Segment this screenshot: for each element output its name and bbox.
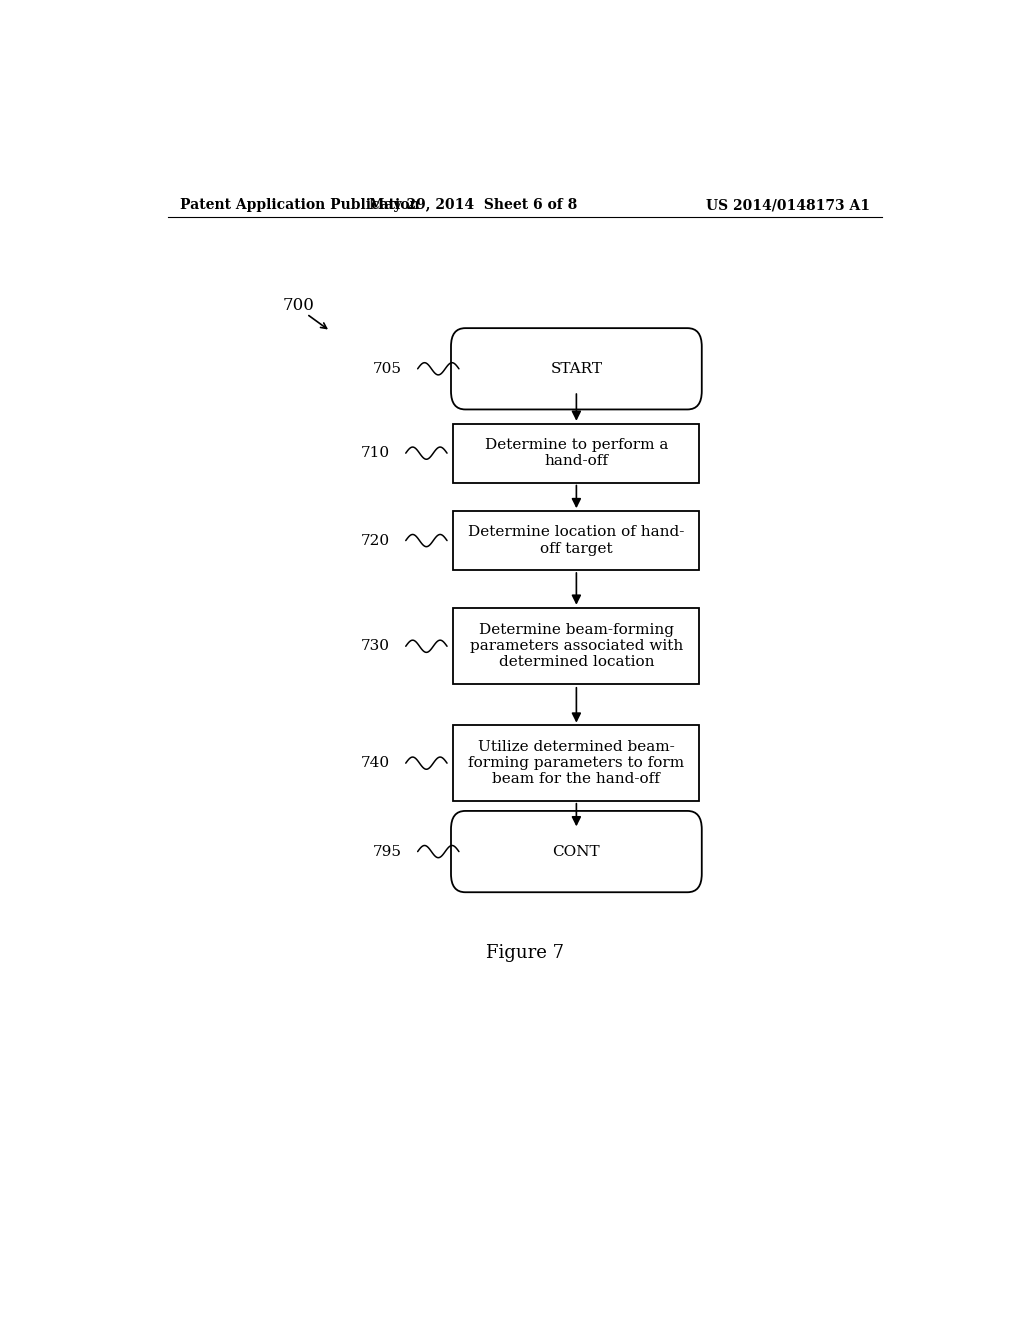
Text: Determine to perform a
hand-off: Determine to perform a hand-off: [484, 438, 668, 469]
Text: CONT: CONT: [553, 845, 600, 858]
Text: 700: 700: [283, 297, 314, 314]
Text: 710: 710: [360, 446, 390, 461]
Text: Utilize determined beam-
forming parameters to form
beam for the hand-off: Utilize determined beam- forming paramet…: [468, 741, 684, 787]
Text: Figure 7: Figure 7: [485, 944, 564, 962]
Text: May 29, 2014  Sheet 6 of 8: May 29, 2014 Sheet 6 of 8: [369, 198, 578, 213]
Text: 740: 740: [360, 756, 390, 770]
FancyBboxPatch shape: [454, 511, 699, 570]
Text: START: START: [550, 362, 602, 376]
Text: Patent Application Publication: Patent Application Publication: [179, 198, 419, 213]
Text: Determine location of hand-
off target: Determine location of hand- off target: [468, 525, 685, 556]
Text: Determine beam-forming
parameters associated with
determined location: Determine beam-forming parameters associ…: [470, 623, 683, 669]
FancyBboxPatch shape: [454, 725, 699, 801]
Text: US 2014/0148173 A1: US 2014/0148173 A1: [706, 198, 870, 213]
Text: 730: 730: [360, 639, 390, 653]
FancyBboxPatch shape: [454, 609, 699, 684]
FancyBboxPatch shape: [451, 810, 701, 892]
FancyBboxPatch shape: [454, 424, 699, 483]
Text: 705: 705: [373, 362, 401, 376]
FancyBboxPatch shape: [451, 329, 701, 409]
Text: 795: 795: [373, 845, 401, 858]
Text: 720: 720: [360, 533, 390, 548]
